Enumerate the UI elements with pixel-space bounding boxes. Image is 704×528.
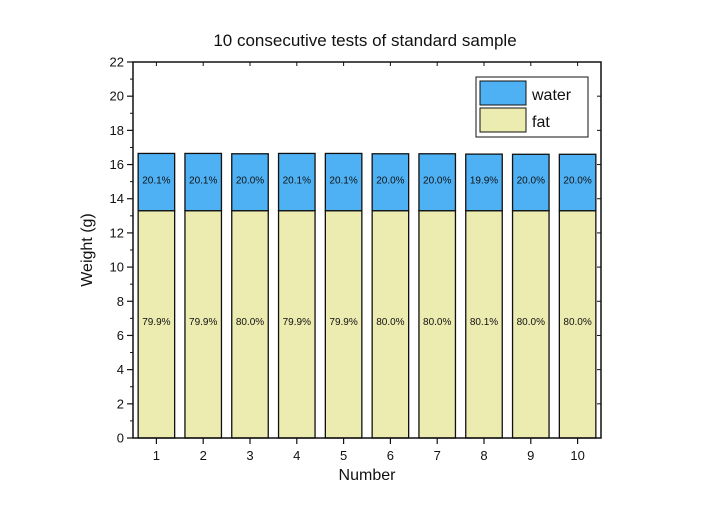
data-label-water-5: 20.1% <box>329 175 357 186</box>
bars-group: 79.9% 20.1% 79.9% 20.1% 80.0% 20.0% 79.9% 20.1%… <box>137 152 597 439</box>
data-label-fat-4: 79.9% <box>283 317 311 328</box>
x-tick-label-3: 3 <box>246 448 253 463</box>
x-axis-label: Number <box>339 467 397 484</box>
legend-swatch-fat <box>479 107 527 133</box>
y-tick-label-22: 22 <box>110 55 124 70</box>
x-axis: 1 2 3 4 5 6 7 8 9 10 <box>153 62 585 463</box>
bar-water-10 <box>558 153 597 212</box>
x-tick-label-8: 8 <box>480 448 487 463</box>
bar-water-5 <box>324 152 363 212</box>
y-tick-label-10: 10 <box>110 260 124 275</box>
bar-fat-6 <box>371 210 410 439</box>
data-label-fat-9: 80.0% <box>517 317 545 328</box>
data-label-water-8: 19.9% <box>470 175 498 186</box>
y-tick-label-12: 12 <box>110 225 124 240</box>
data-label-water-6: 20.0% <box>376 175 404 186</box>
bar-water-1 <box>137 152 176 212</box>
data-label-fat-7: 80.0% <box>423 317 451 328</box>
y-axis: 0 2 4 6 8 10 12 14 16 18 20 22 <box>110 55 601 446</box>
data-label-water-7: 20.0% <box>423 175 451 186</box>
data-label-fat-6: 80.0% <box>376 317 404 328</box>
data-label-fat-8: 80.1% <box>470 317 498 328</box>
chart-title: 10 consecutive tests of standard sample <box>213 31 516 50</box>
y-tick-label-4: 4 <box>117 362 124 377</box>
y-tick-label-16: 16 <box>110 157 124 172</box>
bar-water-8 <box>465 153 503 212</box>
bar-fat-10 <box>558 210 597 439</box>
data-label-fat-10: 80.0% <box>563 317 591 328</box>
bar-water-7 <box>418 153 457 212</box>
x-tick-label-5: 5 <box>340 448 347 463</box>
bar-water-6 <box>371 153 410 212</box>
legend-swatch-water <box>479 80 527 106</box>
y-axis-label: Weight (g) <box>79 213 96 287</box>
x-tick-label-4: 4 <box>293 448 300 463</box>
data-label-water-4: 20.1% <box>283 175 311 186</box>
data-label-water-3: 20.0% <box>236 175 264 186</box>
data-label-water-10: 20.0% <box>563 175 591 186</box>
bar-fat-9 <box>511 210 550 439</box>
data-label-water-2: 20.1% <box>189 175 217 186</box>
y-tick-label-18: 18 <box>110 123 124 138</box>
data-label-water-1: 20.1% <box>142 175 170 186</box>
legend: water fat <box>475 76 589 138</box>
bar-water-9 <box>511 153 550 212</box>
y-tick-label-14: 14 <box>110 191 124 206</box>
bar-fat-1 <box>137 210 176 439</box>
y-tick-label-8: 8 <box>117 294 124 309</box>
data-label-water-9: 20.0% <box>517 175 545 186</box>
legend-label-fat: fat <box>532 114 550 131</box>
y-tick-label-0: 0 <box>117 431 124 446</box>
x-tick-label-7: 7 <box>434 448 441 463</box>
x-tick-label-6: 6 <box>387 448 394 463</box>
bar-water-3 <box>231 153 269 212</box>
x-tick-label-10: 10 <box>570 448 584 463</box>
y-tick-label-20: 20 <box>110 89 124 104</box>
bar-water-2 <box>184 152 223 212</box>
data-label-fat-3: 80.0% <box>236 317 264 328</box>
y-tick-label-6: 6 <box>117 328 124 343</box>
data-label-fat-1: 79.9% <box>142 317 170 328</box>
data-label-fat-2: 79.9% <box>189 317 217 328</box>
x-tick-label-9: 9 <box>527 448 534 463</box>
legend-label-water: water <box>531 87 572 104</box>
bar-water-4 <box>277 152 316 212</box>
x-tick-label-1: 1 <box>153 448 160 463</box>
x-tick-label-2: 2 <box>200 448 207 463</box>
data-label-fat-5: 79.9% <box>329 317 357 328</box>
y-tick-label-2: 2 <box>117 396 124 411</box>
